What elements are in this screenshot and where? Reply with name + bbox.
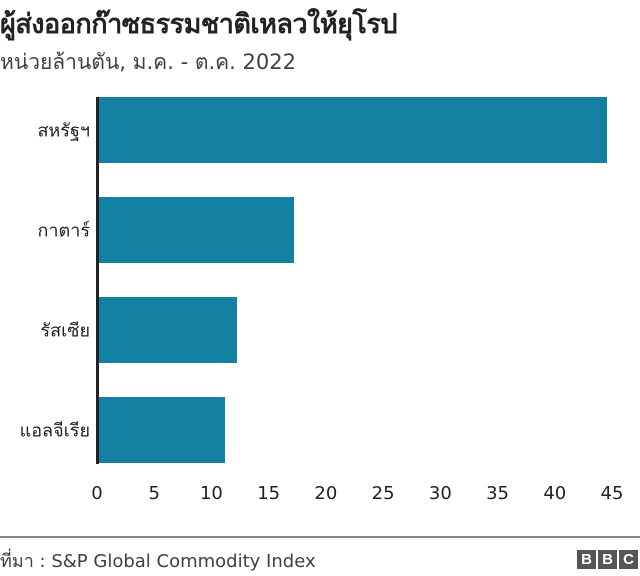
- footer-divider: [0, 536, 640, 538]
- bbc-logo: B B C: [577, 550, 638, 569]
- category-label: สหรัฐฯ: [37, 120, 90, 142]
- x-tick-label: 40: [543, 483, 567, 504]
- chart-title: ผู้ส่งออกก๊าซธรรมชาติเหลวให้ยุโรป: [0, 9, 398, 40]
- x-tick-label: 35: [486, 483, 509, 504]
- category-label: กาตาร์: [37, 220, 90, 242]
- x-tick-label: 30: [428, 483, 452, 504]
- x-tick-label: 0: [91, 483, 103, 504]
- x-tick-label: 25: [371, 483, 395, 504]
- source-note: ที่มา : S&P Global Commodity Index: [0, 551, 316, 572]
- x-tick-label: 45: [600, 483, 624, 504]
- bbc-logo-block: C: [619, 550, 638, 569]
- x-tick-label: 15: [257, 483, 281, 504]
- category-label: รัสเซีย: [40, 320, 90, 342]
- bar-0: [98, 97, 608, 163]
- category-label: แอลจีเรีย: [19, 420, 90, 442]
- bbc-logo-block: B: [598, 550, 617, 569]
- bbc-logo-block: B: [577, 550, 596, 569]
- y-axis-line: [96, 97, 99, 464]
- x-tick-label: 5: [148, 483, 160, 504]
- x-tick-label: 20: [314, 483, 338, 504]
- bar-chart-plot: สหรัฐฯ กาตาร์ รัสเซีย แอลจีเรีย 0 5 10 15 20…: [19, 97, 624, 504]
- chart-subtitle: หน่วยล้านตัน, ม.ค. - ต.ค. 2022: [0, 50, 296, 74]
- bar-1: [98, 197, 294, 263]
- bar-3: [98, 397, 226, 463]
- bar-2: [98, 297, 237, 363]
- x-tick-label: 10: [199, 483, 223, 504]
